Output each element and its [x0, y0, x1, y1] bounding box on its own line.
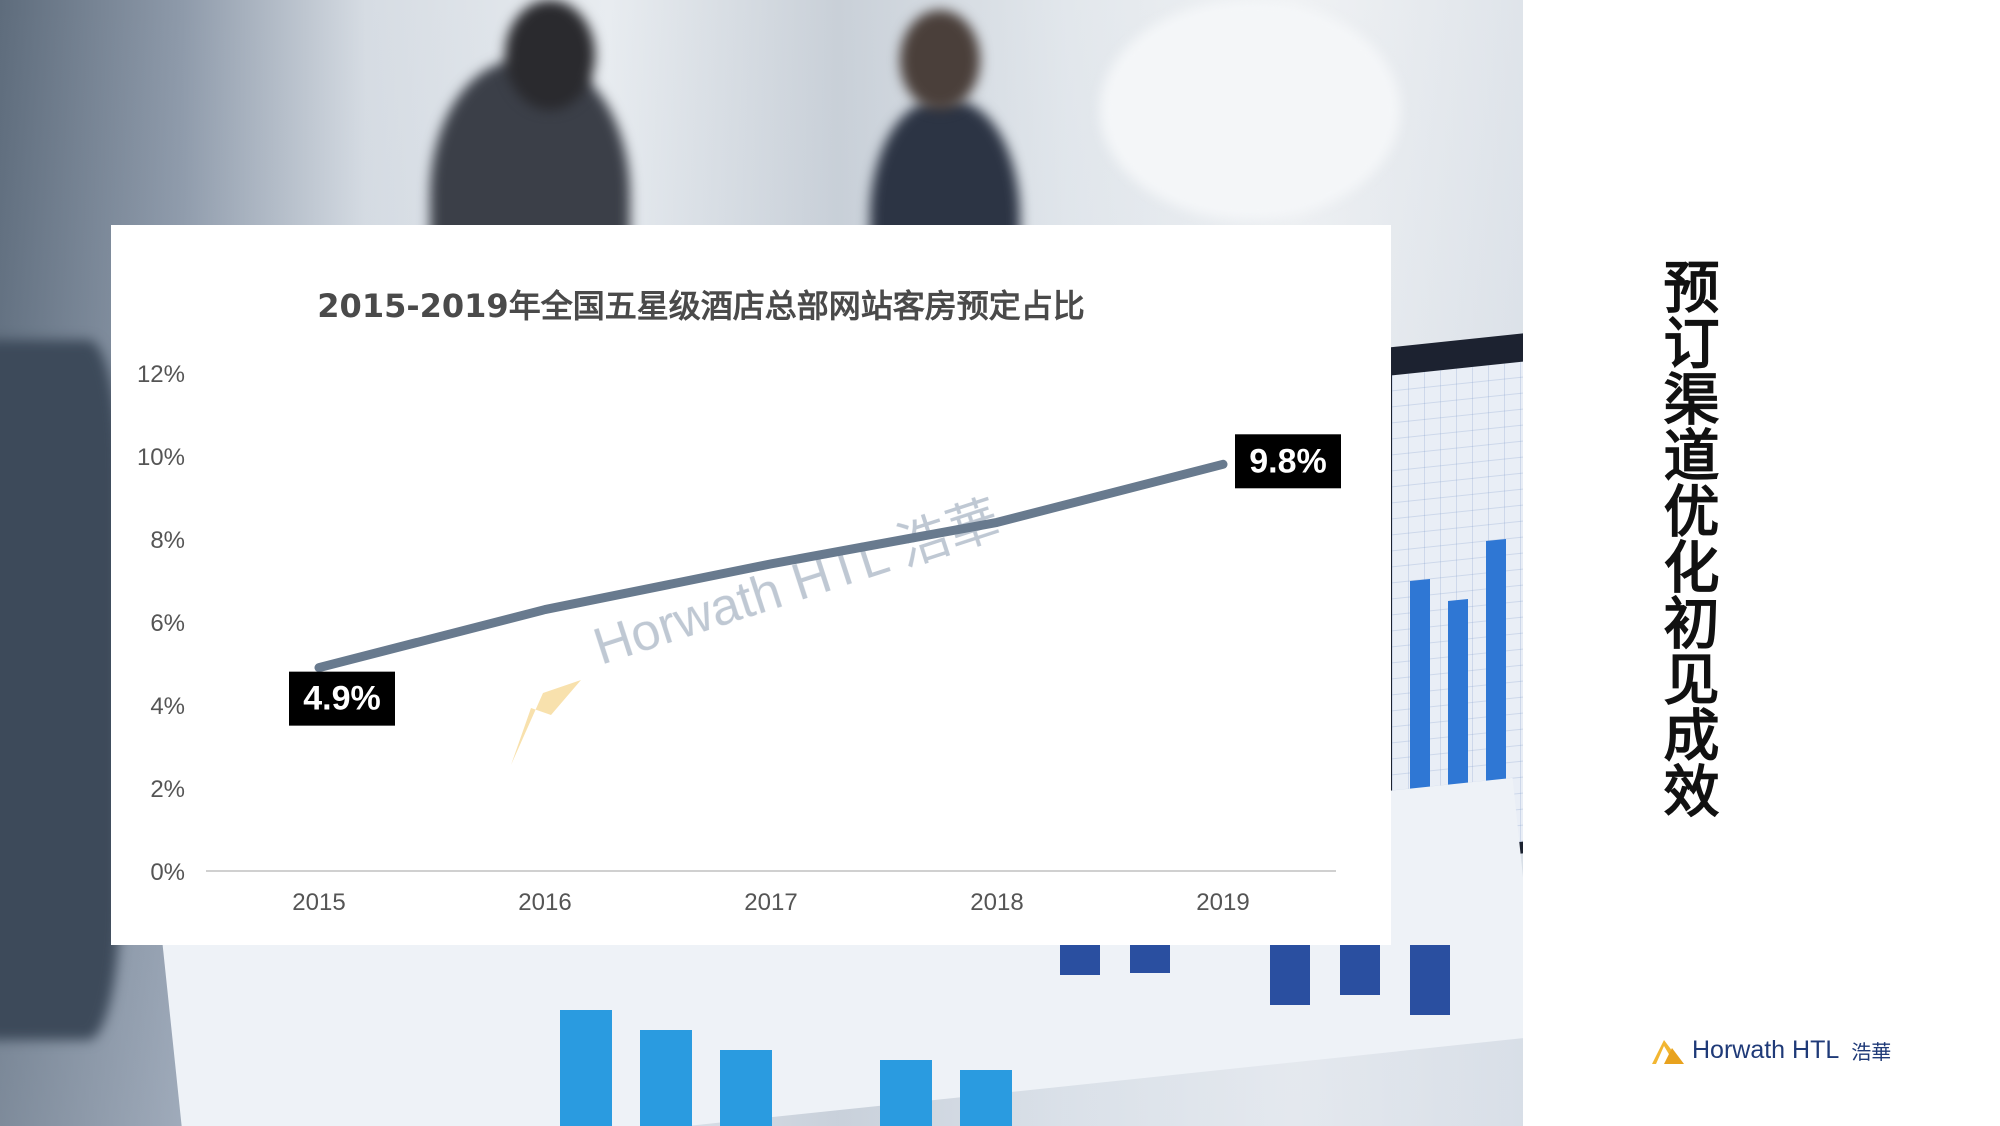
paper-chart-bar — [560, 1010, 612, 1126]
x-tick-label: 2018 — [970, 889, 1023, 916]
paper-chart-bar — [640, 1030, 692, 1126]
data-label: 9.8% — [1235, 434, 1341, 489]
data-label-box — [289, 671, 395, 726]
footer-brand-cn: 浩華 — [1851, 1039, 1892, 1064]
footer-brand: Horwath HTL — [1692, 1035, 1840, 1064]
y-tick-label: 8% — [150, 527, 185, 554]
x-axis: 2015 2016 2017 2018 2019 — [292, 889, 1249, 916]
paper-chart-bar — [1410, 945, 1450, 1015]
y-tick-label: 12% — [137, 361, 185, 388]
data-label-text: 4.9% — [303, 680, 381, 718]
person-head-left — [505, 0, 595, 110]
watermark-text: Horwath HTL 浩華 — [587, 491, 1007, 677]
data-label: 4.9% — [289, 671, 395, 726]
paper-chart-bar — [960, 1070, 1012, 1126]
paper-chart-bar — [1130, 945, 1170, 973]
y-tick-label: 10% — [137, 444, 185, 471]
paper-chart-bar — [720, 1050, 772, 1126]
person-head-right — [900, 10, 980, 110]
line-chart: 2015-2019年全国五星级酒店总部网站客房预定占比 0% 2% 4% 6% 8% 10… — [137, 287, 1341, 916]
paper-chart-bar — [880, 1060, 932, 1126]
paper-chart-bar — [1060, 945, 1100, 975]
horwath-logo-icon — [1652, 1040, 1684, 1064]
y-tick-label: 0% — [150, 859, 185, 886]
left-shadow — [0, 340, 120, 1040]
laptop-chart-bar — [1448, 598, 1468, 792]
data-labels: 4.9% 9.8% — [289, 434, 1341, 726]
y-tick-label: 4% — [150, 693, 185, 720]
x-tick-label: 2019 — [1196, 889, 1249, 916]
slide-side-title: 预订渠道优化初见成效 — [1654, 258, 1719, 818]
paper-chart-bar — [1340, 945, 1380, 995]
data-label-box — [1235, 434, 1341, 489]
y-tick-label: 6% — [150, 610, 185, 637]
chart-title: 2015-2019年全国五星级酒店总部网站客房预定占比 — [317, 287, 1084, 325]
window-glow — [1100, 0, 1400, 220]
y-axis: 0% 2% 4% 6% 8% 10% 12% — [137, 361, 185, 886]
chart-panel: 2015-2019年全国五星级酒店总部网站客房预定占比 0% 2% 4% 6% 8% 10… — [111, 225, 1391, 945]
footer-logo: Horwath HTL 浩華 — [1650, 1030, 1891, 1070]
laptop-chart-bar — [1486, 538, 1506, 782]
x-tick-label: 2016 — [518, 889, 571, 916]
x-tick-label: 2015 — [292, 889, 345, 916]
data-label-text: 9.8% — [1249, 442, 1327, 480]
laptop-chart-bar — [1410, 578, 1430, 802]
y-tick-label: 2% — [150, 776, 185, 803]
x-tick-label: 2017 — [744, 889, 797, 916]
watermark-logo-icon — [511, 680, 581, 765]
paper-chart-bar — [1270, 945, 1310, 1005]
series-line — [314, 459, 1228, 673]
